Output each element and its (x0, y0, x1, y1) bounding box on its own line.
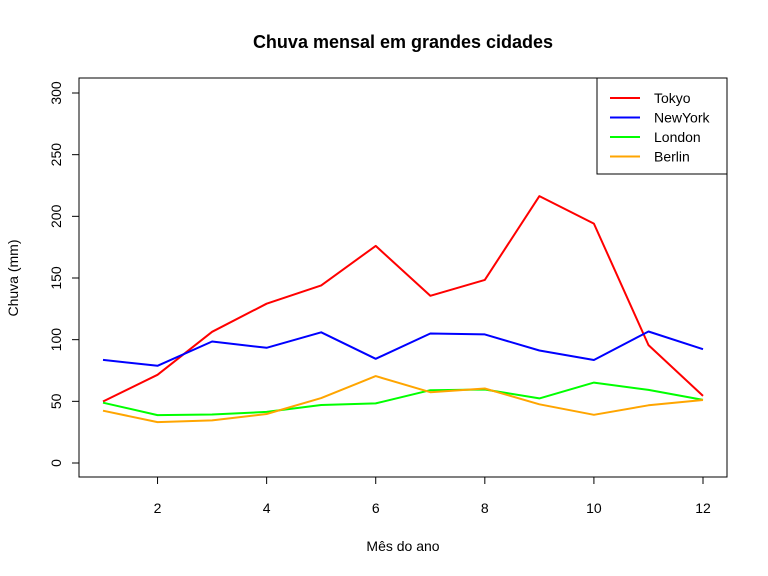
y-tick-label: 250 (48, 143, 64, 167)
x-tick-label: 10 (586, 500, 602, 516)
series-group (102, 195, 704, 424)
x-tick-label: 8 (481, 500, 489, 516)
y-tick-label: 0 (48, 459, 64, 467)
chart-title: Chuva mensal em grandes cidades (253, 32, 553, 52)
y-axis-label: Chuva (mm) (5, 239, 21, 316)
x-tick-label: 6 (372, 500, 380, 516)
x-axis-label: Mês do ano (366, 538, 439, 554)
legend-box (596, 77, 728, 175)
series-line-london (102, 381, 704, 417)
y-tick-label: 100 (48, 328, 64, 352)
legend-label-tokyo: Tokyo (654, 90, 691, 106)
y-tick-label: 50 (48, 393, 64, 409)
series-line-newyork (102, 330, 704, 367)
series-line-berlin (102, 375, 704, 424)
legend-label-berlin: Berlin (654, 149, 690, 165)
x-axis: 2 4 6 8 10 12 (154, 476, 711, 516)
legend: Tokyo NewYork London Berlin (596, 77, 728, 175)
y-tick-label: 150 (48, 266, 64, 290)
series-line-tokyo (102, 195, 704, 403)
legend-label-london: London (654, 129, 701, 145)
y-axis: 0 50 100 150 200 250 300 (48, 81, 80, 467)
x-tick-label: 2 (154, 500, 162, 516)
x-tick-label: 4 (263, 500, 271, 516)
x-tick-label: 12 (695, 500, 711, 516)
y-tick-label: 300 (48, 81, 64, 105)
legend-label-newyork: NewYork (654, 110, 711, 126)
y-tick-label: 200 (48, 204, 64, 228)
